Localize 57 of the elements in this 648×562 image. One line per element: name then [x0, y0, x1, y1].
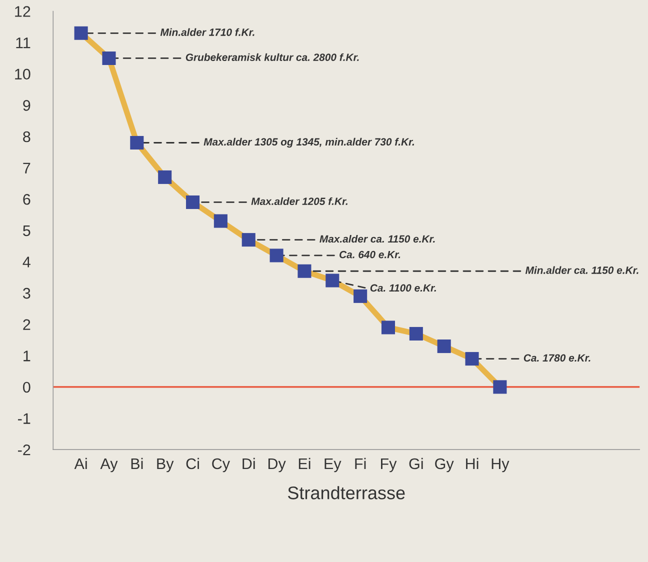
x-tick-label: Gi — [409, 458, 423, 470]
point — [298, 264, 312, 278]
annotation: Min.alder 1710 f.Kr. — [160, 28, 254, 36]
point — [465, 352, 479, 366]
point — [354, 289, 368, 303]
point — [214, 214, 228, 228]
point — [437, 340, 451, 354]
annotation: Grubekeramisk kultur ca. 2800 f.Kr. — [186, 53, 359, 62]
y-tick-label: 7 — [23, 162, 30, 174]
annotation: Ca. 1780 e.Kr. — [524, 354, 590, 362]
annotation: Max.alder ca. 1150 e.Kr. — [320, 234, 435, 243]
annotation: Max.alder 1205 f.Kr. — [251, 197, 348, 206]
y-tick-label: 6 — [23, 194, 30, 205]
annotation: Min.alder ca. 1150 e.Kr. — [525, 266, 638, 274]
y-tick-label: 4 — [22, 256, 30, 268]
x-tick-label: By — [157, 458, 174, 472]
x-tick-label: Hy — [492, 458, 510, 472]
x-tick-label: Di — [242, 458, 255, 470]
annotation: Ca. 640 e.Kr. — [340, 250, 400, 258]
y-tick-label: 1 — [24, 350, 30, 362]
x-tick-label: Fy — [381, 458, 397, 472]
point — [270, 248, 284, 262]
point — [130, 136, 144, 150]
x-tick-label: Fi — [355, 458, 366, 470]
point — [326, 274, 340, 288]
x-tick-label: Bi — [131, 458, 143, 470]
x-tick-label: Gy — [435, 458, 454, 472]
x-tick-label: Ay — [100, 458, 118, 472]
y-tick-label: 12 — [15, 6, 30, 17]
x-tick-label: Ey — [324, 458, 342, 472]
x-tick-label: Ci — [186, 458, 199, 470]
point — [102, 51, 116, 65]
x-tick-label: Cy — [212, 458, 230, 472]
point — [74, 26, 88, 40]
point — [493, 380, 507, 394]
y-tick-label: 3 — [23, 288, 30, 299]
y-tick-label: 2 — [23, 319, 30, 330]
y-tick-label: 10 — [15, 68, 30, 80]
y-tick-label: 5 — [23, 225, 30, 236]
y-tick-label: 8 — [23, 131, 30, 142]
y-tick-label: -2 — [18, 444, 30, 456]
x-tick-label: Ei — [298, 458, 310, 470]
point — [242, 233, 256, 247]
y-tick-label: -1 — [18, 413, 30, 424]
annotation: Max.alder 1305 og 1345, min.alder 730 f.Kr. — [204, 138, 414, 148]
y-tick-label: 0 — [23, 382, 30, 393]
x-tick-label: Ai — [74, 458, 87, 470]
point — [409, 326, 423, 341]
x-tick-label: Hi — [466, 458, 478, 470]
x-tick-label: Dy — [268, 458, 286, 472]
y-tick-label: 11 — [16, 38, 30, 48]
point — [381, 320, 396, 334]
y-tick-label: 9 — [23, 100, 30, 111]
point — [186, 195, 200, 210]
x-axis-title: Strandterrasse — [288, 486, 405, 500]
annotation: Ca. 1100 e.Kr. — [370, 284, 436, 292]
point — [158, 170, 172, 184]
